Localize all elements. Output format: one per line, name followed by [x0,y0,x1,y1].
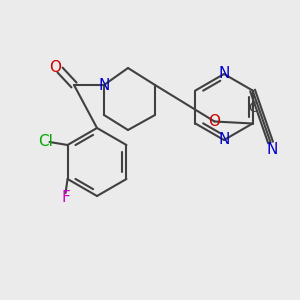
Text: F: F [61,190,70,206]
Text: Cl: Cl [38,134,53,149]
Text: N: N [218,67,230,82]
Text: N: N [267,142,278,157]
Text: O: O [208,114,220,129]
Text: C: C [249,100,259,115]
Text: O: O [49,61,61,76]
Text: N: N [218,133,230,148]
Text: N: N [98,77,110,92]
